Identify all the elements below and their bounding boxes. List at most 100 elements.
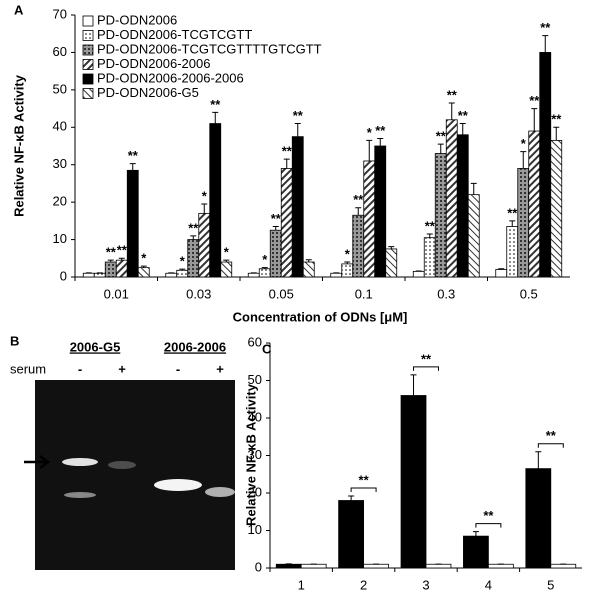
bar [467,194,480,278]
legend-swatch [82,73,94,85]
bar [137,267,150,278]
legend-label: PD-ODN2006-2006-2006 [97,70,244,85]
bar [209,123,222,278]
y-tick-label: 60 [248,334,262,349]
lane-label: - [78,361,82,376]
x-tick-label: 0.05 [269,286,294,301]
legend-label: PD-ODN2006-2006 [97,56,210,71]
error-bar [377,138,384,146]
error-bar [294,123,301,137]
panel-label: B [10,333,19,348]
bar [352,214,365,278]
error-bar [261,267,268,269]
y-tick-label: 50 [53,81,67,96]
error-bar [542,35,549,53]
bar [280,168,293,278]
significance: * [521,136,527,151]
significance: ** [507,205,518,220]
significance: ** [293,108,304,123]
bar [423,237,436,278]
error-bar [498,268,505,270]
bar [487,563,514,569]
error-bar [553,126,560,141]
legend-swatch [82,59,94,70]
bar [198,212,211,278]
error-bar [140,265,147,268]
bar [517,168,530,278]
y-tick-label: 0 [60,268,67,283]
error-bar [272,225,279,231]
x-tick-label: 5 [547,577,554,592]
bar [374,145,387,278]
significance: ** [421,351,432,366]
lane-label: + [118,361,126,376]
bar [302,261,315,278]
bar [258,268,271,278]
error-bar [355,207,362,216]
error-bar [448,102,455,120]
bar [525,468,552,569]
error-bar [535,451,542,469]
x-tick-label: 0.01 [104,286,129,301]
bar [363,563,389,569]
bracket [350,487,377,492]
x-tick-label: 0.1 [355,286,373,301]
bar [330,272,343,278]
error-bar [437,143,444,154]
gel-band [154,479,202,491]
error-bar [366,139,373,161]
y-axis-label: Relative NF-κB Activity [243,383,258,526]
bar [300,563,327,569]
error-bar [190,235,197,240]
error-bar [118,257,125,261]
significance: ** [529,93,540,108]
lane-group-label: 2006-G5 [70,339,121,354]
error-bar [426,233,433,238]
bar [445,119,458,278]
significance: ** [546,428,557,443]
y-tick-label: 0 [255,559,262,574]
significance: ** [436,129,447,144]
bar [463,535,489,569]
y-tick-label: 30 [248,447,262,462]
error-bar [201,203,208,214]
significance: * [202,188,208,203]
significance: ** [117,243,128,258]
bar [247,272,260,278]
bar [187,239,200,278]
x-tick-label: 0.3 [437,286,455,301]
x-tick-label: 0.5 [520,286,538,301]
significance: ** [128,148,139,163]
significance: ** [106,245,117,260]
error-bar [283,158,290,169]
bar [126,169,139,278]
error-bar [212,111,219,124]
error-bar [520,151,527,169]
significance: * [345,246,351,261]
significance: ** [353,192,364,207]
bar [495,269,508,278]
significance: ** [458,108,469,123]
error-bar [344,261,351,264]
bar [506,226,519,278]
significance: * [224,245,230,260]
significance: * [180,254,186,269]
error-bar [107,259,114,263]
bar [338,500,365,569]
bracket [413,366,439,371]
significance: ** [210,97,221,112]
bar [550,563,577,569]
bar [93,272,106,278]
bar [456,134,469,278]
bar [412,270,425,278]
bar [275,563,302,569]
error-bar [459,123,466,135]
legend-swatch [82,30,94,41]
significance: ** [282,144,293,159]
significance: * [367,125,373,140]
bar [115,259,128,278]
y-tick-label: 20 [248,484,262,499]
bar [176,269,189,278]
panel-label: A [14,2,24,17]
